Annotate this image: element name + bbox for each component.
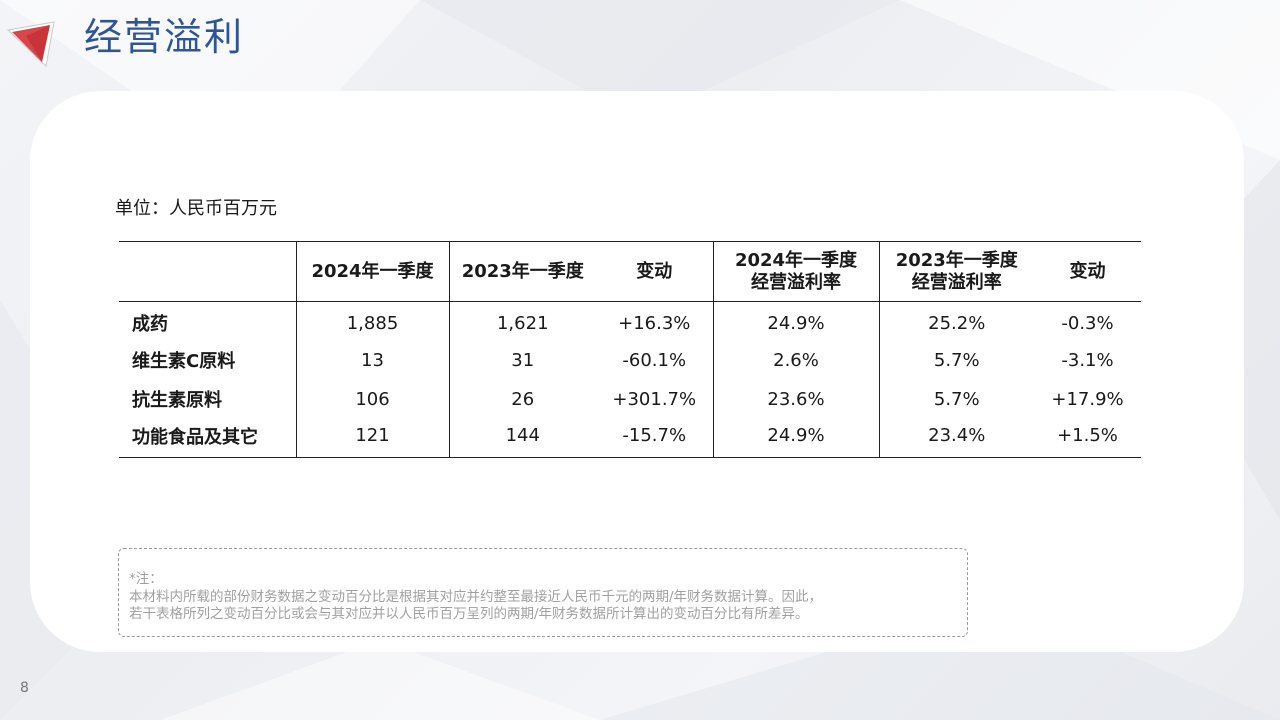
table-cell: -0.3% xyxy=(1061,312,1114,334)
header-cell: 2023年一季度 xyxy=(449,241,596,302)
table-cell: 24.9% xyxy=(713,418,880,458)
table-cell: 1,621 xyxy=(496,312,549,334)
table-cell: 2.6% xyxy=(713,340,880,380)
table-cell: 26 xyxy=(511,388,535,410)
table-cell: 24.9% xyxy=(713,301,880,341)
table-cell: -15.7% xyxy=(596,418,714,458)
table-cell: 121 xyxy=(296,418,450,458)
table-header-row: 2024年一季度 2023年一季度 变动 2024年一季度 经营溢利率 2023年… xyxy=(119,241,1141,302)
header-cell: 2023年一季度 经营溢利率 xyxy=(879,241,1034,302)
page-number: 8 xyxy=(20,680,29,696)
header-cell xyxy=(119,241,297,302)
header-cell: 2024年一季度 经营溢利率 xyxy=(713,241,880,302)
row-label: 抗生素原料 xyxy=(119,379,297,419)
table-cell: 23.4% xyxy=(879,418,1034,458)
table-row: 成药 1,885 1,621 +16.3% 24.9% 25.2% -0.3% xyxy=(119,301,1141,341)
header-cell: 变动 xyxy=(596,241,714,302)
red-triangle-logo-icon xyxy=(6,21,55,67)
footnote-label: *注： xyxy=(129,571,163,587)
row-label: 功能食品及其它 xyxy=(119,418,297,458)
table-row: 功能食品及其它 121 144 -15.7% 24.9% 23.4% +1.5% xyxy=(119,418,1141,458)
table-cell: +17.9% xyxy=(1051,388,1124,410)
header-cell: 2024年一季度 xyxy=(296,241,450,302)
table-cell: 23.6% xyxy=(713,379,880,419)
table-cell: -3.1% xyxy=(1061,349,1114,371)
table-cell: +16.3% xyxy=(596,301,714,341)
table-cell: +1.5% xyxy=(1034,418,1141,458)
table-cell: 1,885 xyxy=(296,301,450,341)
table-row: 维生素C原料 13 31 -60.1% 2.6% 5.7% -3.1% xyxy=(119,340,1141,380)
table-row: 抗生素原料 106 26 +301.7% 23.6% 5.7% +17.9% xyxy=(119,379,1141,419)
header-cell: 变动 xyxy=(1034,241,1141,302)
table-cell: 13 xyxy=(296,340,450,380)
row-label: 维生素C原料 xyxy=(119,340,297,380)
table-cell: -60.1% xyxy=(596,340,714,380)
footnote-box: *注： 本材料内所载的部份财务数据之变动百分比是根据其对应并约整至最接近人民币千… xyxy=(118,548,968,637)
row-label: 成药 xyxy=(119,301,297,341)
table-cell: 5.7% xyxy=(933,349,980,371)
table-cell: 31 xyxy=(511,349,535,371)
table-cell: 106 xyxy=(296,379,450,419)
table-cell: +301.7% xyxy=(596,379,714,419)
footnote-line: 若干表格所列之变动百分比或会与其对应并以人民币百万呈列的两期/年财务数据所计算出… xyxy=(129,606,809,622)
table-cell: 25.2% xyxy=(928,312,986,334)
page-title: 经营溢利 xyxy=(84,15,245,59)
footnote-line: 本材料内所载的部份财务数据之变动百分比是根据其对应并约整至最接近人民币千元的两期… xyxy=(129,588,823,605)
operating-profit-table: 2024年一季度 2023年一季度 变动 2024年一季度 经营溢利率 2023年… xyxy=(119,241,1141,458)
table-cell: 144 xyxy=(449,418,596,458)
table-cell: 5.7% xyxy=(933,388,980,410)
unit-label: 单位：人民币百万元 xyxy=(115,198,277,219)
